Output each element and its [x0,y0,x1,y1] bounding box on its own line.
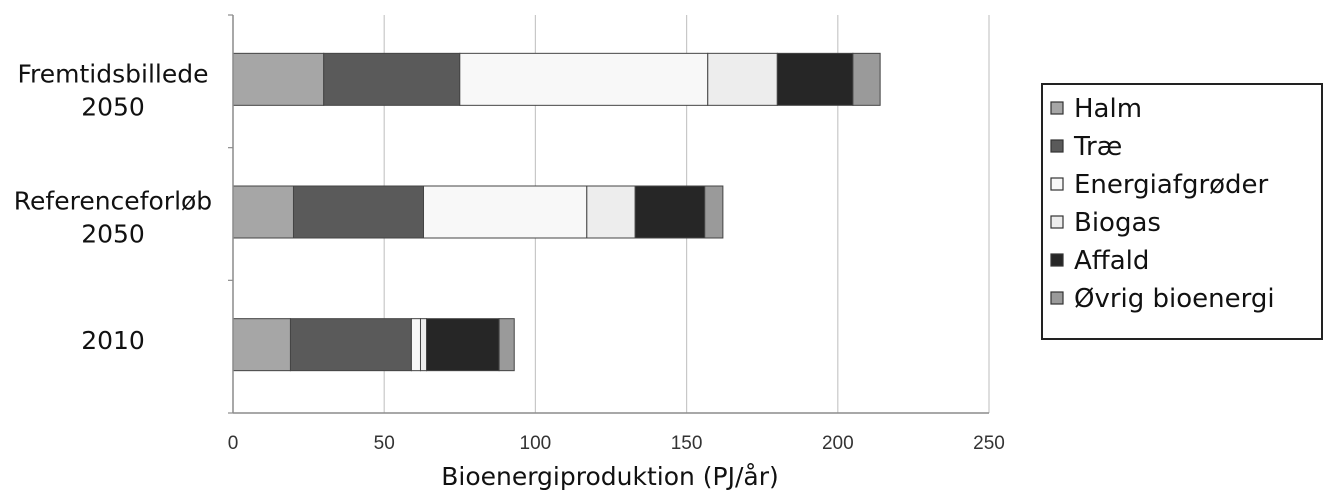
bar-segment [586,185,636,239]
legend-swatch [1050,253,1064,267]
legend-swatch [1050,291,1064,305]
x-tick-label: 250 [973,433,1005,454]
bar-segment [410,318,421,372]
legend-label: Øvrig bioenergi [1074,284,1275,314]
x-tick-label: 0 [228,433,239,454]
bar-segment [419,318,428,372]
bar-segment [423,185,588,239]
legend-box [1041,83,1323,340]
x-axis-title: Bioenergiproduktion (PJ/år) [441,462,779,491]
category-label: 2010 [81,326,145,355]
legend-label: Affald [1074,246,1149,276]
bar-segment [232,52,325,106]
legend-label: Energiafgrøder [1074,170,1269,200]
category-label: 2050 [81,93,145,122]
legend-label: Biogas [1074,208,1161,238]
bar-segment [459,52,709,106]
bar-segment [289,318,412,372]
x-tick-labels: 0 50 100 150 200 250 [228,433,1005,454]
bar-segment [634,185,706,239]
bar-segment [292,185,425,239]
bar-segment [704,185,724,239]
legend-label: Træ [1073,132,1122,162]
legend-swatch [1050,101,1064,115]
x-tick-label: 50 [374,433,395,454]
bar-segment [426,318,500,372]
category-label: 2050 [81,220,145,249]
category-labels: Fremtidsbillede 2050 Referenceforløb 2050 20… [14,60,212,356]
bars [232,52,881,372]
axes [228,14,989,414]
legend-swatch [1050,139,1064,153]
category-label: Fremtidsbillede [17,60,208,89]
bar-segment [232,185,294,239]
x-tick-label: 150 [671,433,703,454]
bar-segment [776,52,854,106]
bar-segment [232,318,291,372]
bar-segment [852,52,881,106]
bar-segment [707,52,778,106]
legend-label: Halm [1074,94,1142,124]
x-tick-label: 200 [822,433,854,454]
legend: Halm Træ Energiafgrøder Biogas Affald Øvrig b… [1041,83,1323,340]
x-tick-label: 100 [520,433,552,454]
legend-swatch [1050,177,1064,191]
legend-swatch [1050,215,1064,229]
bar-segment [323,52,461,106]
bar-segment [498,318,515,372]
category-label: Referenceforløb [14,187,212,216]
